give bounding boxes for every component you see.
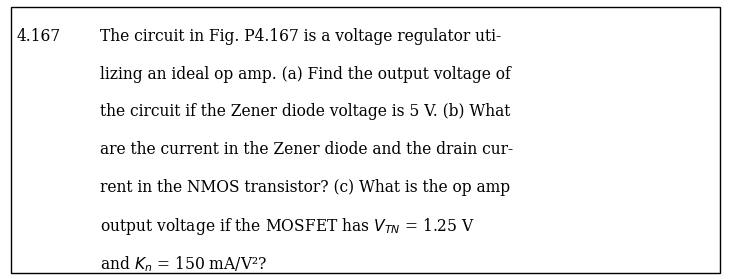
Text: output voltage if the MOSFET has $V_{TN}$ = 1.25 V: output voltage if the MOSFET has $V_{TN}… (100, 216, 475, 237)
Text: and $K_n$ = 150 mA/V²?: and $K_n$ = 150 mA/V²? (100, 254, 266, 274)
FancyBboxPatch shape (11, 7, 720, 273)
Text: 4.167: 4.167 (16, 28, 61, 45)
Text: The circuit in Fig. P4.167 is a voltage regulator uti-: The circuit in Fig. P4.167 is a voltage … (100, 28, 501, 45)
Text: are the current in the Zener diode and the drain cur-: are the current in the Zener diode and t… (100, 141, 513, 158)
Text: the circuit if the Zener diode voltage is 5 V. (b) What: the circuit if the Zener diode voltage i… (100, 103, 510, 120)
Text: lizing an ideal op amp. (a) Find the output voltage of: lizing an ideal op amp. (a) Find the out… (100, 66, 511, 83)
Text: rent in the NMOS transistor? (c) What is the op amp: rent in the NMOS transistor? (c) What is… (100, 179, 510, 196)
